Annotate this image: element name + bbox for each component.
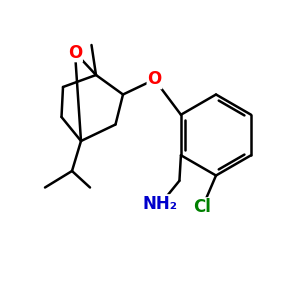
Text: O: O [68, 44, 82, 62]
Text: O: O [147, 70, 162, 88]
Text: NH₂: NH₂ [143, 195, 178, 213]
Text: Cl: Cl [194, 198, 211, 216]
